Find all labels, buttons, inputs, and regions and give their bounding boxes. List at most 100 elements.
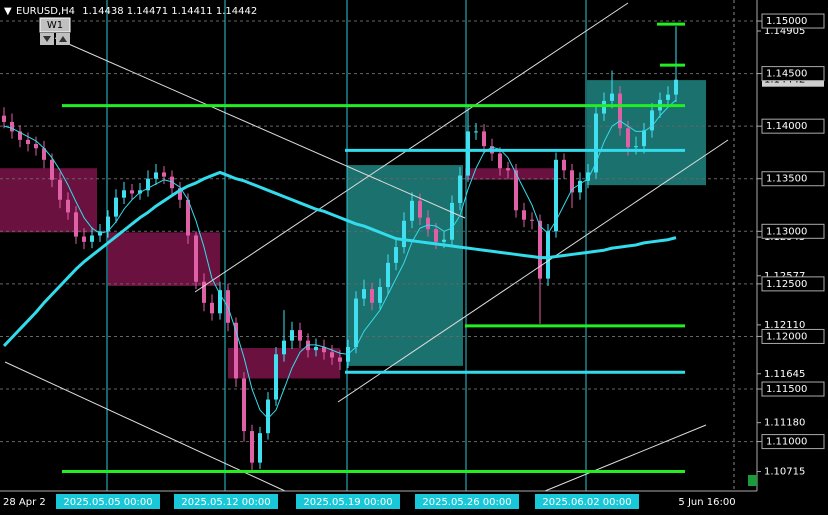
candle-body — [282, 340, 286, 355]
y-tick-box — [761, 118, 825, 134]
scroll-button[interactable] — [748, 475, 757, 486]
zone — [465, 168, 555, 180]
menu-arrow[interactable]: ▼ — [4, 6, 12, 17]
candle-body — [250, 431, 254, 463]
time-label-box — [415, 494, 519, 509]
candle-body — [458, 175, 462, 203]
candle-body — [194, 235, 198, 282]
candle-body — [162, 172, 166, 177]
candle-body — [506, 168, 510, 171]
candle-body — [402, 220, 406, 248]
candle-body — [114, 197, 118, 217]
candle-body — [130, 190, 134, 194]
up-icon — [59, 36, 67, 42]
candle-body — [466, 131, 470, 176]
y-tick-box — [761, 66, 825, 82]
candle-body — [338, 357, 342, 362]
candle-body — [314, 346, 318, 351]
candle-body — [522, 210, 526, 220]
time-label-box — [296, 494, 400, 509]
y-tick-box — [761, 223, 825, 239]
candle-body — [146, 178, 150, 191]
overlay — [2, 22, 685, 474]
candle-body — [610, 93, 614, 101]
time-label: 2025.05.26 00:00 — [422, 497, 511, 508]
level-tick-label: 1.12577 — [764, 271, 805, 282]
candle-body — [34, 144, 38, 149]
candle-body — [210, 302, 214, 314]
quote-close: 1.14442 — [216, 6, 257, 17]
candle-body — [82, 236, 86, 242]
time-label: 28 Apr 2 — [3, 497, 46, 508]
candle-body — [642, 130, 646, 147]
quote-open: 1.14438 — [82, 6, 123, 17]
candle-body — [186, 199, 190, 236]
level-tick-label: 1.14905 — [764, 26, 805, 37]
trend-line — [4, 361, 286, 492]
candle-body — [330, 352, 334, 358]
candle-body — [218, 290, 222, 314]
timeframe-button[interactable] — [39, 17, 71, 33]
candle-body — [42, 148, 46, 160]
time-label: 2025.05.19 00:00 — [303, 497, 392, 508]
candle-body — [386, 262, 390, 288]
candle-body — [298, 330, 302, 341]
candle-body — [322, 346, 326, 353]
candle-body — [290, 330, 294, 341]
candle-body — [634, 146, 638, 148]
y-tick-label: 1.14000 — [766, 121, 807, 132]
y-tick-label: 1.11500 — [766, 384, 807, 395]
y-tick-label: 1.13000 — [766, 226, 807, 237]
time-label: 2025.05.12 00:00 — [181, 497, 270, 508]
candle-body — [274, 354, 278, 400]
candle-body — [266, 399, 270, 434]
zone — [108, 232, 220, 286]
trend-line — [194, 2, 629, 293]
candle-body — [442, 239, 446, 242]
moving-average — [3, 99, 677, 419]
candle-body — [474, 131, 478, 133]
candle-body — [570, 170, 574, 193]
candle-body — [538, 220, 542, 279]
candle-body — [546, 231, 550, 279]
price-axis: 1.149051.129451.125771.121101.116451.111… — [757, 13, 825, 478]
candle-body — [18, 131, 22, 140]
candle-body — [362, 289, 366, 299]
quote-low: 1.14411 — [171, 6, 212, 17]
header: ▼ EURUSD,H4 1.14438 1.14471 1.14411 1.14… — [4, 6, 257, 45]
candle-body — [450, 202, 454, 240]
candle-body — [426, 217, 430, 230]
candle-body — [258, 433, 262, 463]
candle-body — [562, 159, 566, 171]
candle-body — [58, 179, 62, 200]
candle-body — [202, 281, 206, 303]
candle-body — [626, 128, 630, 148]
candle-body — [618, 93, 622, 129]
y-tick-label: 1.13500 — [766, 174, 807, 185]
candle-body — [122, 190, 126, 198]
level-tick-label: 1.12110 — [764, 320, 805, 331]
candle-body — [90, 235, 94, 242]
candle-body — [354, 298, 358, 347]
y-tick-label: 1.12000 — [766, 331, 807, 342]
y-tick-box — [761, 171, 825, 187]
zone — [587, 80, 706, 186]
candle-body — [74, 212, 78, 237]
time-axis: 28 Apr 2 2025.05.05 00:00 2025.05.12 00:00… — [3, 494, 736, 509]
down-icon — [43, 36, 51, 42]
candle-body — [602, 100, 606, 114]
y-tick-box — [761, 328, 825, 344]
y-tick-label: 1.14500 — [766, 69, 807, 80]
candle-body — [410, 200, 414, 221]
trend-lines — [4, 2, 729, 492]
candle-body — [554, 159, 558, 232]
time-label: 2025.06.02 00:00 — [542, 497, 631, 508]
y-tick-box — [761, 381, 825, 397]
quote-high: 1.14471 — [127, 6, 168, 17]
time-label-box — [174, 494, 278, 509]
trend-line — [544, 424, 707, 492]
y-tick-box — [761, 13, 825, 29]
candle-body — [394, 247, 398, 263]
candle-body — [178, 188, 182, 200]
